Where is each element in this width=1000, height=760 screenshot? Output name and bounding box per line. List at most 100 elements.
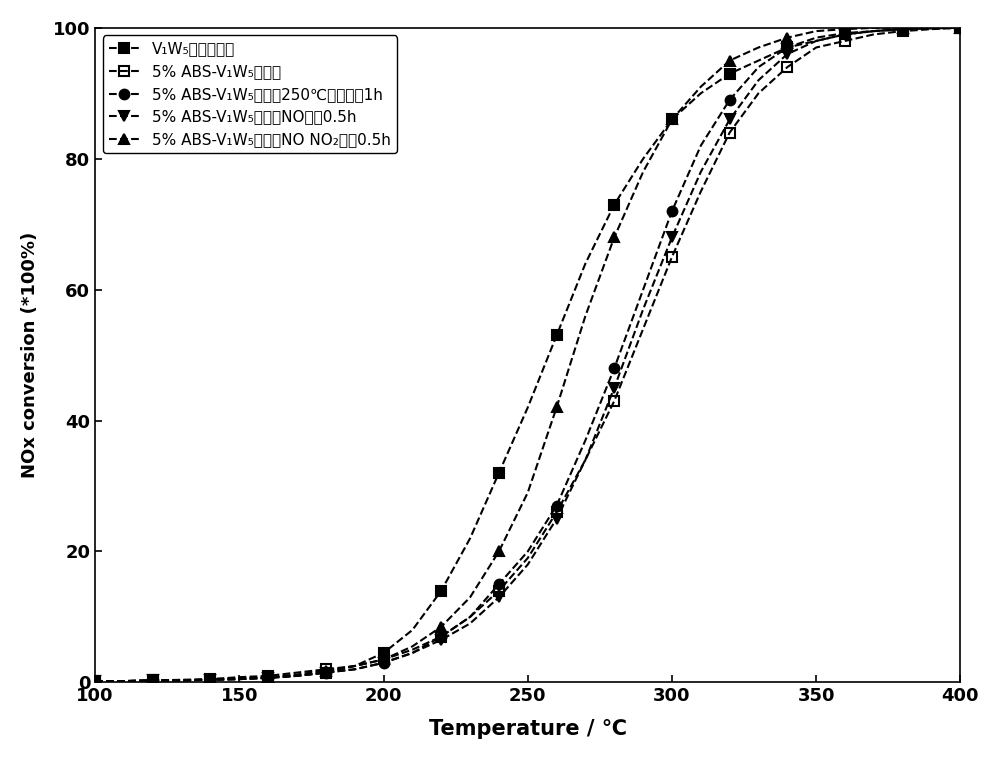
Line: V₁W₅原始催化剂: V₁W₅原始催化剂	[90, 23, 965, 686]
5% ABS-V₁W₅催化剂NO处理0.5h	[262, 673, 274, 682]
5% ABS-V₁W₅催化剂	[724, 128, 736, 137]
5% ABS-V₁W₅催化剂NO NO₂处理0.5h	[753, 43, 765, 52]
5% ABS-V₁W₅催化剂NO处理0.5h	[579, 455, 591, 464]
V₁W₅原始催化剂	[406, 625, 418, 635]
5% ABS-V₁W₅催化剂250℃加热处皆1h	[954, 24, 966, 33]
V₁W₅原始催化剂	[320, 668, 332, 677]
5% ABS-V₁W₅催化剂NO处理0.5h	[666, 233, 678, 242]
5% ABS-V₁W₅催化剂NO处理0.5h	[118, 676, 130, 686]
5% ABS-V₁W₅催化剂NO NO₂处理0.5h	[954, 24, 966, 33]
5% ABS-V₁W₅催化剂NO NO₂处理0.5h	[262, 673, 274, 682]
V₁W₅原始催化剂	[204, 675, 216, 684]
5% ABS-V₁W₅催化剂	[897, 27, 909, 36]
5% ABS-V₁W₅催化剂250℃加热处皆1h	[349, 665, 361, 674]
5% ABS-V₁W₅催化剂	[522, 553, 534, 562]
5% ABS-V₁W₅催化剂250℃加热处皆1h	[406, 648, 418, 657]
5% ABS-V₁W₅催化剂250℃加热处皆1h	[781, 43, 793, 52]
5% ABS-V₁W₅催化剂250℃加热处皆1h	[493, 580, 505, 589]
5% ABS-V₁W₅催化剂	[551, 508, 563, 517]
5% ABS-V₁W₅催化剂NO NO₂处理0.5h	[464, 593, 476, 602]
5% ABS-V₁W₅催化剂NO处理0.5h	[204, 675, 216, 684]
5% ABS-V₁W₅催化剂NO处理0.5h	[954, 24, 966, 33]
5% ABS-V₁W₅催化剂NO处理0.5h	[349, 665, 361, 674]
5% ABS-V₁W₅催化剂250℃加热处皆1h	[147, 676, 159, 685]
5% ABS-V₁W₅催化剂NO处理0.5h	[233, 675, 245, 684]
5% ABS-V₁W₅催化剂NO处理0.5h	[551, 515, 563, 524]
5% ABS-V₁W₅催化剂	[579, 455, 591, 464]
5% ABS-V₁W₅催化剂	[839, 36, 851, 46]
5% ABS-V₁W₅催化剂	[349, 661, 361, 670]
5% ABS-V₁W₅催化剂NO NO₂处理0.5h	[695, 82, 707, 91]
5% ABS-V₁W₅催化剂NO处理0.5h	[897, 24, 909, 33]
5% ABS-V₁W₅催化剂250℃加热处皆1h	[291, 671, 303, 680]
5% ABS-V₁W₅催化剂NO处理0.5h	[291, 671, 303, 680]
5% ABS-V₁W₅催化剂NO处理0.5h	[753, 76, 765, 85]
V₁W₅原始催化剂	[147, 676, 159, 685]
5% ABS-V₁W₅催化剂	[810, 43, 822, 52]
X-axis label: Temperature / ℃: Temperature / ℃	[429, 719, 627, 739]
5% ABS-V₁W₅催化剂	[926, 24, 938, 33]
Line: 5% ABS-V₁W₅催化剂250℃加热处皆1h: 5% ABS-V₁W₅催化剂250℃加热处皆1h	[90, 23, 965, 686]
5% ABS-V₁W₅催化剂	[464, 613, 476, 622]
V₁W₅原始催化剂	[868, 27, 880, 36]
5% ABS-V₁W₅催化剂NO NO₂处理0.5h	[868, 24, 880, 33]
V₁W₅原始催化剂	[954, 24, 966, 33]
5% ABS-V₁W₅催化剂250℃加热处皆1h	[810, 33, 822, 43]
V₁W₅原始催化剂	[118, 676, 130, 686]
5% ABS-V₁W₅催化剂NO处理0.5h	[810, 36, 822, 46]
5% ABS-V₁W₅催化剂250℃加热处皆1h	[118, 676, 130, 686]
5% ABS-V₁W₅催化剂250℃加热处皆1h	[176, 676, 188, 685]
5% ABS-V₁W₅催化剂	[176, 675, 188, 684]
V₁W₅原始催化剂	[176, 676, 188, 685]
V₁W₅原始催化剂	[349, 661, 361, 670]
5% ABS-V₁W₅催化剂250℃加热处皆1h	[435, 632, 447, 641]
Y-axis label: NOx conversion (*100%): NOx conversion (*100%)	[21, 232, 39, 478]
V₁W₅原始催化剂	[695, 89, 707, 98]
5% ABS-V₁W₅催化剂NO处理0.5h	[839, 30, 851, 39]
5% ABS-V₁W₅催化剂250℃加热处皆1h	[926, 24, 938, 33]
V₁W₅原始催化剂	[522, 403, 534, 412]
5% ABS-V₁W₅催化剂NO处理0.5h	[89, 676, 101, 686]
5% ABS-V₁W₅催化剂	[781, 62, 793, 71]
5% ABS-V₁W₅催化剂NO NO₂处理0.5h	[551, 403, 563, 412]
5% ABS-V₁W₅催化剂NO处理0.5h	[147, 676, 159, 685]
V₁W₅原始催化剂	[435, 586, 447, 595]
5% ABS-V₁W₅催化剂	[868, 30, 880, 39]
5% ABS-V₁W₅催化剂	[89, 676, 101, 686]
5% ABS-V₁W₅催化剂NO NO₂处理0.5h	[349, 661, 361, 670]
5% ABS-V₁W₅催化剂250℃加热处皆1h	[637, 285, 649, 294]
5% ABS-V₁W₅催化剂NO NO₂处理0.5h	[637, 167, 649, 176]
5% ABS-V₁W₅催化剂	[378, 655, 390, 664]
V₁W₅原始催化剂	[551, 331, 563, 340]
Line: 5% ABS-V₁W₅催化剂NO处理0.5h: 5% ABS-V₁W₅催化剂NO处理0.5h	[90, 23, 965, 686]
5% ABS-V₁W₅催化剂	[118, 676, 130, 686]
5% ABS-V₁W₅催化剂NO NO₂处理0.5h	[666, 115, 678, 124]
5% ABS-V₁W₅催化剂NO处理0.5h	[637, 305, 649, 314]
5% ABS-V₁W₅催化剂	[695, 187, 707, 196]
V₁W₅原始催化剂	[378, 648, 390, 657]
5% ABS-V₁W₅催化剂NO NO₂处理0.5h	[810, 27, 822, 36]
5% ABS-V₁W₅催化剂NO NO₂处理0.5h	[118, 676, 130, 686]
5% ABS-V₁W₅催化剂NO处理0.5h	[695, 167, 707, 176]
5% ABS-V₁W₅催化剂	[493, 586, 505, 595]
5% ABS-V₁W₅催化剂	[608, 397, 620, 406]
Line: 5% ABS-V₁W₅催化剂: 5% ABS-V₁W₅催化剂	[90, 23, 965, 686]
5% ABS-V₁W₅催化剂NO NO₂处理0.5h	[435, 622, 447, 632]
5% ABS-V₁W₅催化剂NO NO₂处理0.5h	[320, 666, 332, 675]
5% ABS-V₁W₅催化剂NO NO₂处理0.5h	[378, 655, 390, 664]
V₁W₅原始催化剂	[608, 200, 620, 209]
5% ABS-V₁W₅催化剂250℃加热处皆1h	[89, 676, 101, 686]
5% ABS-V₁W₅催化剂	[666, 252, 678, 261]
V₁W₅原始催化剂	[493, 468, 505, 477]
5% ABS-V₁W₅催化剂NO NO₂处理0.5h	[147, 676, 159, 685]
V₁W₅原始催化剂	[897, 24, 909, 33]
5% ABS-V₁W₅催化剂NO处理0.5h	[378, 658, 390, 667]
5% ABS-V₁W₅催化剂NO NO₂处理0.5h	[608, 233, 620, 242]
V₁W₅原始催化剂	[262, 673, 274, 682]
5% ABS-V₁W₅催化剂NO NO₂处理0.5h	[839, 24, 851, 33]
5% ABS-V₁W₅催化剂NO处理0.5h	[176, 676, 188, 685]
V₁W₅原始催化剂	[781, 43, 793, 52]
Legend: V₁W₅原始催化剂, 5% ABS-V₁W₅催化剂, 5% ABS-V₁W₅催化剂250℃加热处皆1h, 5% ABS-V₁W₅催化剂NO处理0.5h, 5% : V₁W₅原始催化剂, 5% ABS-V₁W₅催化剂, 5% ABS-V₁W₅催化…	[103, 36, 397, 154]
V₁W₅原始催化剂	[753, 56, 765, 65]
V₁W₅原始催化剂	[233, 675, 245, 684]
